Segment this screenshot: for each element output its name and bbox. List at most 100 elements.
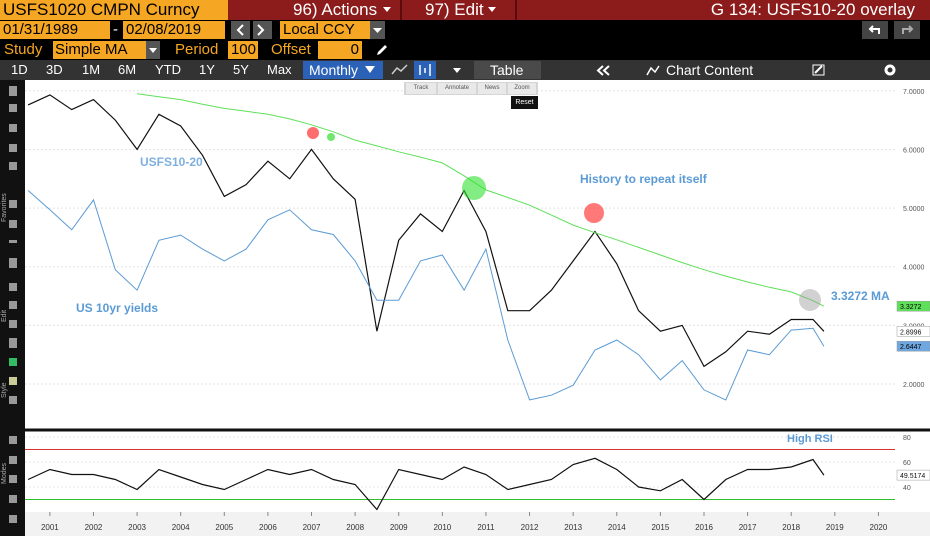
series-label: 3.3272 MA: [831, 289, 890, 303]
y-tick-label: 40: [903, 485, 911, 492]
frequency-box: [303, 61, 383, 79]
annotate-tool[interactable]: Annotate: [438, 83, 476, 94]
range-button[interactable]: 5Y: [233, 62, 249, 77]
dropdown-arrow: [488, 7, 496, 12]
table-box: [474, 61, 541, 79]
y-tick-label: 2.0000: [903, 382, 925, 389]
sidebar-label: Style: [1, 382, 8, 398]
highlight-circles: [307, 127, 821, 311]
offset-label: Offset: [271, 41, 311, 58]
collapse-icons[interactable]: [595, 63, 665, 78]
dropdown-arrow: [365, 66, 375, 73]
x-tick-label: 2011: [477, 523, 495, 532]
x-tick-label: 2005: [215, 523, 233, 532]
security-field[interactable]: USFS1020 CMPN Curncy: [0, 0, 228, 20]
x-tick-label: 2020: [870, 523, 888, 532]
frequency-select[interactable]: Monthly: [309, 62, 359, 78]
dropdown-arrow: [146, 41, 160, 59]
y-tick-label: 60: [903, 460, 911, 467]
x-tick-label: 2008: [346, 523, 364, 532]
range-button[interactable]: Max: [267, 62, 292, 77]
separator: [515, 0, 517, 20]
series-line: [137, 93, 825, 307]
x-tick-label: 2010: [433, 523, 451, 532]
series-label: US 10yr yields: [76, 301, 158, 315]
range-button[interactable]: 3D: [46, 62, 63, 77]
x-tick-label: 2006: [259, 523, 277, 532]
period-input[interactable]: 100: [228, 41, 258, 59]
pencil-icon[interactable]: [374, 42, 390, 58]
last-value-tag: [896, 300, 930, 312]
dropdown-arrow: [370, 21, 385, 39]
y-tick-label: 6.0000: [903, 147, 925, 154]
chart-background: [25, 80, 930, 536]
sidebar-label: Edit: [1, 309, 8, 322]
x-tick-label: 2018: [782, 523, 800, 532]
page-title: G 134: USFS10-20 overlay: [710, 0, 915, 19]
series-label: USFS10-20: [140, 155, 203, 169]
date-separator: -: [113, 21, 118, 38]
separator: [400, 0, 402, 20]
series-line: [27, 94, 825, 368]
sidebar-label: Modes: [1, 462, 8, 484]
last-value-label: 2.8996: [900, 329, 922, 336]
end-date[interactable]: 02/08/2019: [123, 21, 225, 39]
y-tick-label: 80: [903, 435, 911, 442]
x-tick-label: 2014: [608, 523, 626, 532]
x-tick-label: 2012: [521, 523, 539, 532]
x-axis-band: [25, 512, 930, 536]
undo-redo[interactable]: [862, 21, 922, 39]
annotation: History to repeat itself: [580, 172, 708, 186]
x-tick-label: 2017: [739, 523, 757, 532]
reset-tool[interactable]: Reset: [511, 96, 538, 109]
x-tick-label: 2016: [695, 523, 713, 532]
header-bar: [228, 0, 930, 20]
currency-select[interactable]: Local CCY: [280, 21, 385, 39]
series-line: [27, 457, 825, 511]
edit-menu[interactable]: 97) Edit: [425, 0, 484, 19]
x-tick-label: 2019: [826, 523, 844, 532]
chart-tool-icons[interactable]: [388, 61, 468, 79]
y-tick-label: 5.0000: [903, 206, 925, 213]
last-value-tag: [896, 326, 930, 337]
sidebar-icons: [9, 86, 17, 523]
x-tick-label: 2015: [651, 523, 669, 532]
range-button[interactable]: 1D: [11, 62, 28, 77]
x-tick-label: 2009: [390, 523, 408, 532]
actions-menu[interactable]: 96) Actions: [293, 0, 378, 19]
x-tick-label: 2002: [85, 523, 103, 532]
period-label: Period: [175, 41, 219, 58]
x-tick-label: 2003: [128, 523, 146, 532]
track-tool[interactable]: Track: [406, 83, 436, 94]
series-line: [27, 190, 825, 401]
study-select[interactable]: Simple MA: [53, 41, 160, 59]
y-tick-label: 4.0000: [903, 265, 925, 272]
x-tick-label: 2013: [564, 523, 582, 532]
range-button[interactable]: 1Y: [199, 62, 215, 77]
news-tool[interactable]: News: [478, 83, 506, 94]
range-button[interactable]: YTD: [155, 62, 181, 77]
last-value-tag: [896, 340, 930, 352]
x-tick-label: 2007: [303, 523, 321, 532]
last-value-label: 49.5174: [900, 473, 925, 480]
table-button[interactable]: Table: [490, 62, 524, 78]
annotation: High RSI: [787, 433, 833, 445]
chart-content-button[interactable]: Chart Content: [666, 62, 754, 78]
sidebar-label: Favorites: [1, 193, 8, 222]
last-value-tag: [896, 469, 930, 481]
plot: 2.00003.00004.00005.00006.00007.00002.89…: [25, 89, 930, 532]
x-tick-label: 2004: [172, 523, 190, 532]
zoom-tool[interactable]: Zoom: [508, 83, 536, 94]
dropdown-arrow: [383, 7, 391, 12]
last-value-label: 2.6447: [900, 344, 922, 351]
offset-input[interactable]: 0: [318, 41, 362, 59]
last-value-label: 3.3272: [900, 304, 922, 311]
start-date[interactable]: 01/31/1989: [0, 21, 110, 39]
range-button[interactable]: 1M: [82, 62, 101, 77]
range-button[interactable]: 6M: [118, 62, 137, 77]
period-arrows[interactable]: [231, 21, 273, 39]
settings-icons[interactable]: [810, 62, 900, 78]
y-tick-label: 7.0000: [903, 89, 925, 96]
toolbar: [0, 60, 930, 80]
